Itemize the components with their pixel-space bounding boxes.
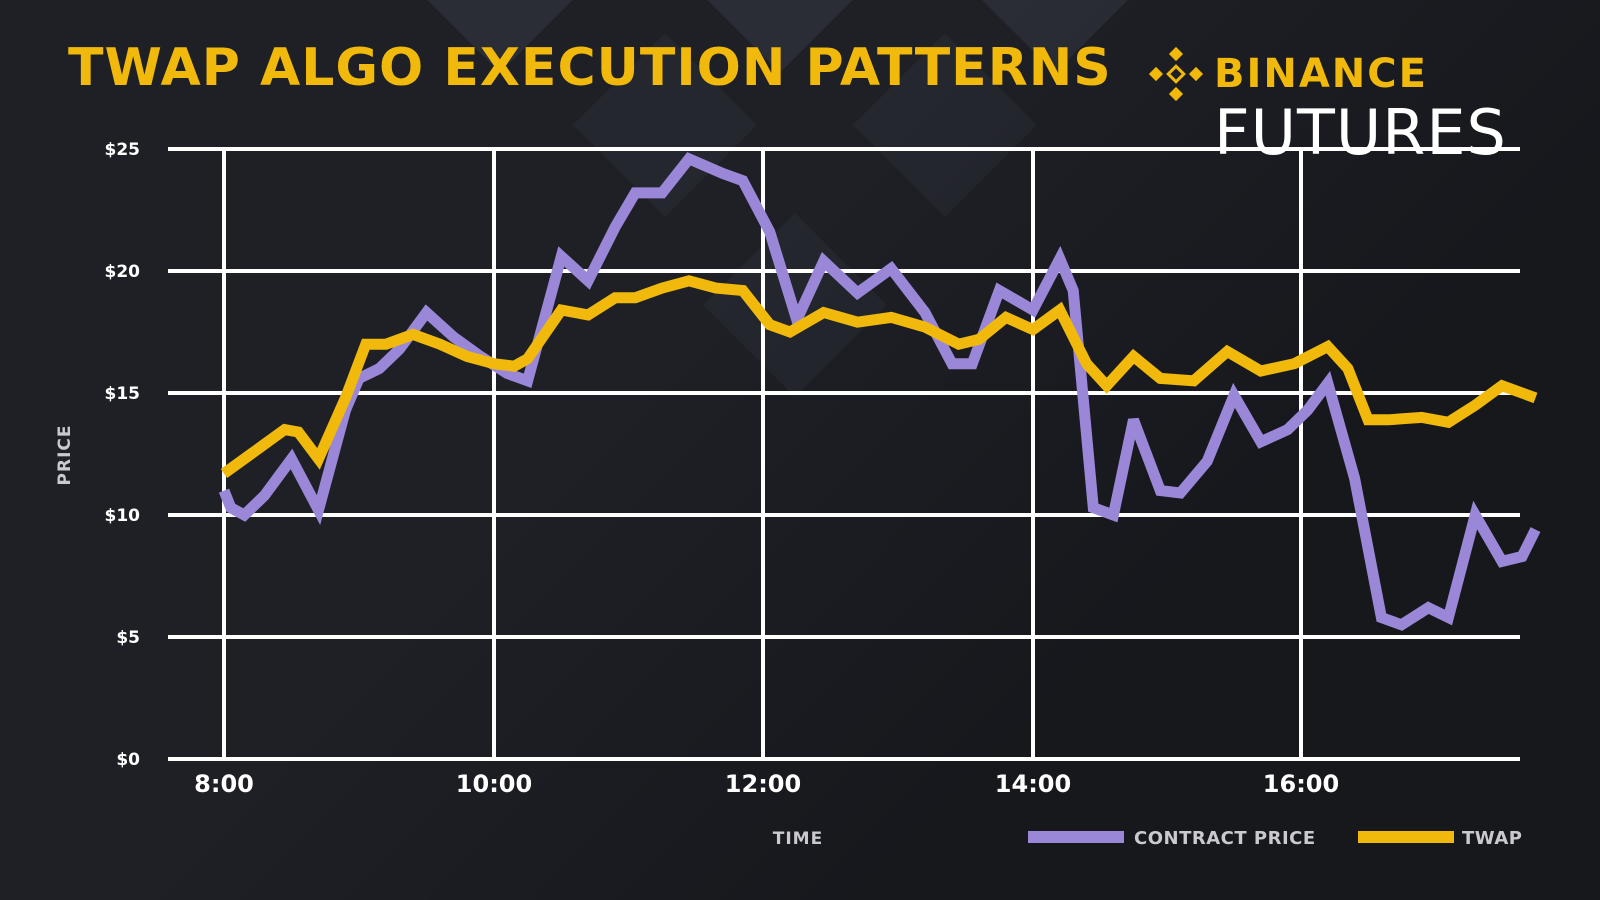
y-tick-label: $5 — [116, 628, 140, 648]
legend-label-contract-price: CONTRACT PRICE — [1134, 828, 1316, 849]
x-tick-label: 14:00 — [995, 770, 1071, 798]
legend-label-twap: TWAP — [1462, 828, 1522, 849]
x-tick-label: 8:00 — [194, 770, 254, 798]
x-axis-ticks: 8:00 10:00 12:00 14:00 16:00 — [194, 770, 1339, 798]
chart-title: TWAP ALGO EXECUTION PATTERNS — [68, 38, 1112, 98]
binance-diamond-icon — [1148, 46, 1204, 102]
y-tick-label: $10 — [105, 506, 141, 526]
series-layer — [218, 152, 1541, 631]
x-tick-label: 10:00 — [456, 770, 532, 798]
binance-futures-logo: BINANCE FUTURES — [1148, 46, 1548, 169]
y-tick-label: $15 — [105, 384, 141, 404]
y-tick-label: $20 — [105, 262, 141, 282]
product-name: FUTURES — [1214, 96, 1507, 169]
x-tick-label: 12:00 — [725, 770, 801, 798]
y-axis-ticks: $0 $5 $10 $15 $20 $25 — [105, 140, 141, 770]
y-axis-label: PRICE — [55, 425, 75, 486]
grid — [168, 147, 1520, 761]
series-line-twap — [220, 275, 1538, 478]
legend: CONTRACT PRICE TWAP — [1028, 828, 1522, 849]
x-tick-label: 16:00 — [1263, 770, 1339, 798]
y-tick-label: $25 — [105, 140, 141, 160]
brand-name: BINANCE — [1214, 51, 1428, 97]
x-axis-label: TIME — [773, 829, 823, 849]
y-tick-label: $0 — [116, 750, 140, 770]
series-line-contract-price — [218, 152, 1541, 631]
